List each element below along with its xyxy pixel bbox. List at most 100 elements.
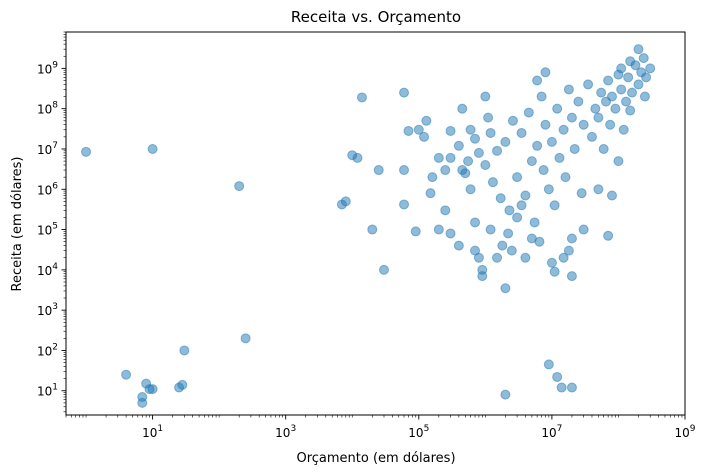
scatter-point: [532, 75, 543, 86]
scatter-point: [627, 87, 638, 98]
scatter-point: [641, 72, 652, 83]
scatter-point: [583, 79, 594, 90]
scatter-point: [512, 212, 523, 223]
scatter-point: [352, 152, 363, 163]
x-tick-label: 101: [142, 424, 163, 440]
scatter-point: [563, 245, 574, 256]
scatter-point: [453, 140, 464, 151]
scatter-point: [137, 397, 148, 408]
x-tick-label: 105: [408, 424, 429, 440]
scatter-point: [480, 160, 491, 171]
x-axis: 101 103 105 107 109: [65, 415, 696, 440]
x-tick-label: 103: [275, 424, 296, 440]
scatter-point: [566, 382, 577, 393]
scatter-point: [240, 333, 251, 344]
scatter-point: [569, 143, 580, 154]
scatter-point: [616, 63, 627, 74]
scatter-point: [433, 224, 444, 235]
scatter-point: [487, 177, 498, 188]
data-points: [81, 44, 656, 408]
scatter-point: [179, 345, 190, 356]
scatter-point: [520, 252, 531, 263]
scatter-point: [473, 147, 484, 158]
scatter-point: [618, 124, 629, 135]
x-tick-label: 109: [674, 424, 695, 440]
scatter-point: [81, 146, 92, 157]
scatter-point: [147, 143, 158, 154]
scatter-point: [177, 379, 188, 390]
scatter-point: [590, 103, 601, 114]
scatter-point: [605, 119, 616, 130]
scatter-point: [427, 172, 438, 183]
x-tick-label: 107: [541, 424, 562, 440]
scatter-point: [445, 125, 456, 136]
scatter-point: [463, 156, 474, 167]
scatter-point: [367, 224, 378, 235]
scatter-point: [633, 44, 644, 55]
scatter-point: [540, 67, 551, 78]
scatter-point: [638, 53, 649, 64]
scatter-point: [573, 96, 584, 107]
scatter-point: [445, 152, 456, 163]
scatter-point: [497, 240, 508, 251]
scatter-point: [639, 91, 650, 102]
scatter-point: [566, 271, 577, 282]
scatter-point: [500, 136, 511, 147]
y-axis: 101 102 103 104 105 106 107 108 109: [37, 31, 66, 413]
scatter-point: [546, 136, 557, 147]
scatter-point: [453, 240, 464, 251]
scatter-point: [413, 124, 424, 135]
scatter-point: [566, 112, 577, 123]
scatter-point: [598, 143, 609, 154]
scatter-point: [552, 103, 563, 114]
scatter-point: [500, 283, 511, 294]
scatter-point: [534, 236, 545, 247]
scatter-point: [558, 252, 569, 263]
scatter-point: [421, 115, 432, 126]
scatter-point: [356, 92, 367, 103]
scatter-point: [440, 165, 451, 176]
scatter-point: [554, 152, 565, 163]
scatter-point: [613, 156, 624, 167]
scatter-point: [566, 233, 577, 244]
scatter-point: [610, 103, 621, 114]
scatter-point: [477, 271, 488, 282]
scatter-point: [419, 131, 430, 142]
scatter-point: [410, 226, 421, 237]
scatter-point: [403, 125, 414, 136]
scatter-point: [526, 156, 537, 167]
scatter-point: [593, 184, 604, 195]
scatter-point: [558, 124, 569, 135]
y-tick-label: 104: [37, 262, 58, 278]
scatter-point: [440, 205, 451, 216]
scatter-point: [457, 165, 468, 176]
scatter-point: [593, 112, 604, 123]
scatter-point: [586, 131, 597, 142]
scatter-point: [465, 184, 476, 195]
scatter-point: [399, 199, 410, 210]
scatter-point: [623, 72, 634, 83]
y-tick-label: 105: [37, 222, 58, 238]
scatter-point: [503, 228, 514, 239]
scatter-point: [144, 384, 155, 395]
scatter-point: [512, 172, 523, 183]
scatter-point: [625, 56, 636, 67]
scatter-point: [425, 188, 436, 199]
scatter-point: [470, 245, 481, 256]
scatter-point: [576, 188, 587, 199]
scatter-point: [121, 369, 132, 380]
y-tick-label: 107: [37, 141, 58, 157]
scatter-point: [433, 152, 444, 163]
scatter-point: [336, 199, 347, 210]
scatter-point: [563, 84, 574, 95]
scatter-point: [607, 91, 617, 102]
scatter-point: [596, 87, 607, 98]
scatter-point: [234, 181, 245, 192]
scatter-point: [378, 264, 389, 275]
scatter-point: [492, 252, 503, 263]
y-tick-label: 108: [37, 101, 58, 117]
scatter-point: [445, 228, 456, 239]
scatter-point: [483, 112, 494, 123]
scatter-point: [399, 165, 410, 176]
